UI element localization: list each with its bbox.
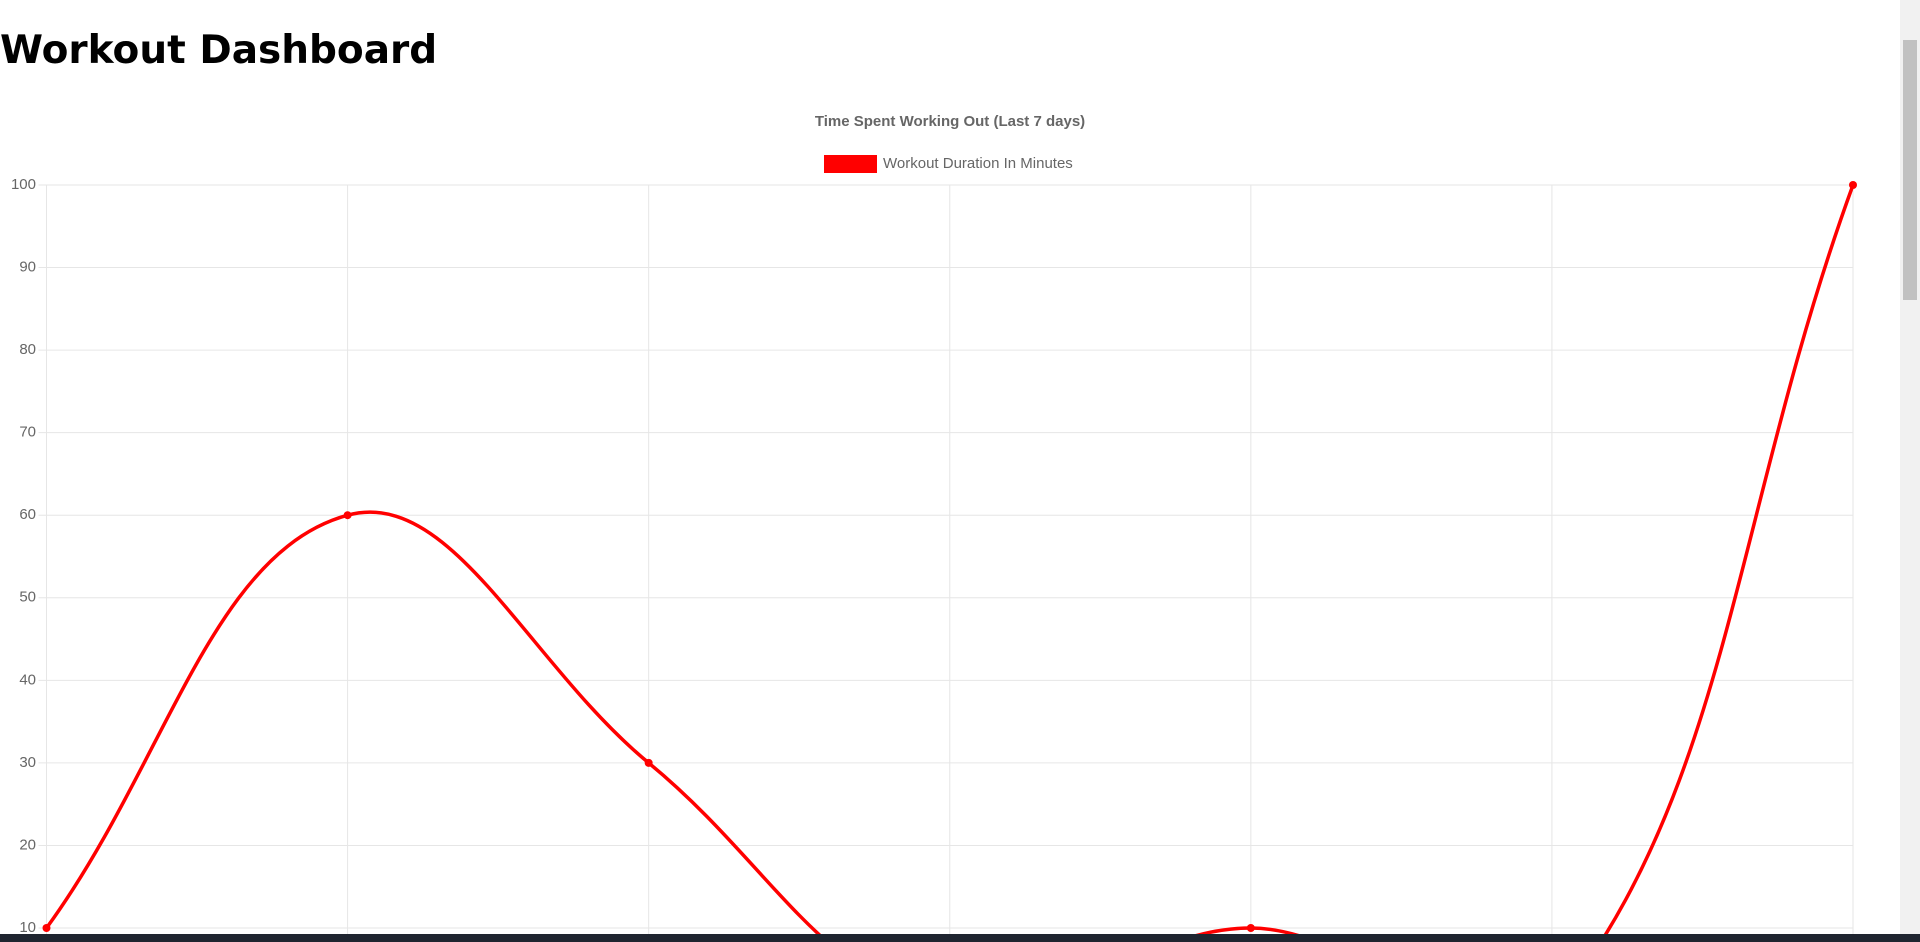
y-tick-label: 60 <box>19 506 36 523</box>
data-point <box>1849 181 1857 189</box>
page-title: Workout Dashboard <box>0 28 438 73</box>
y-tick-label: 30 <box>19 754 36 771</box>
y-tick-label: 20 <box>19 836 36 853</box>
y-tick-label: 40 <box>19 671 36 688</box>
y-tick-label: 10 <box>19 919 36 934</box>
legend-label: Workout Duration In Minutes <box>883 155 1073 172</box>
y-tick-label: 70 <box>19 424 36 441</box>
taskbar <box>0 934 1920 942</box>
data-point <box>644 758 653 767</box>
y-tick-label: 90 <box>19 259 36 276</box>
legend-swatch <box>824 155 877 173</box>
y-tick-label: 80 <box>19 341 36 358</box>
chart-title: Time Spent Working Out (Last 7 days) <box>815 113 1085 130</box>
scrollbar[interactable] <box>1900 0 1920 934</box>
data-point <box>1246 924 1255 932</box>
y-tick-label: 100 <box>11 176 36 193</box>
data-point <box>42 924 51 932</box>
scrollbar-thumb[interactable] <box>1903 40 1917 300</box>
y-tick-label: 50 <box>19 589 36 606</box>
data-point <box>343 511 352 520</box>
